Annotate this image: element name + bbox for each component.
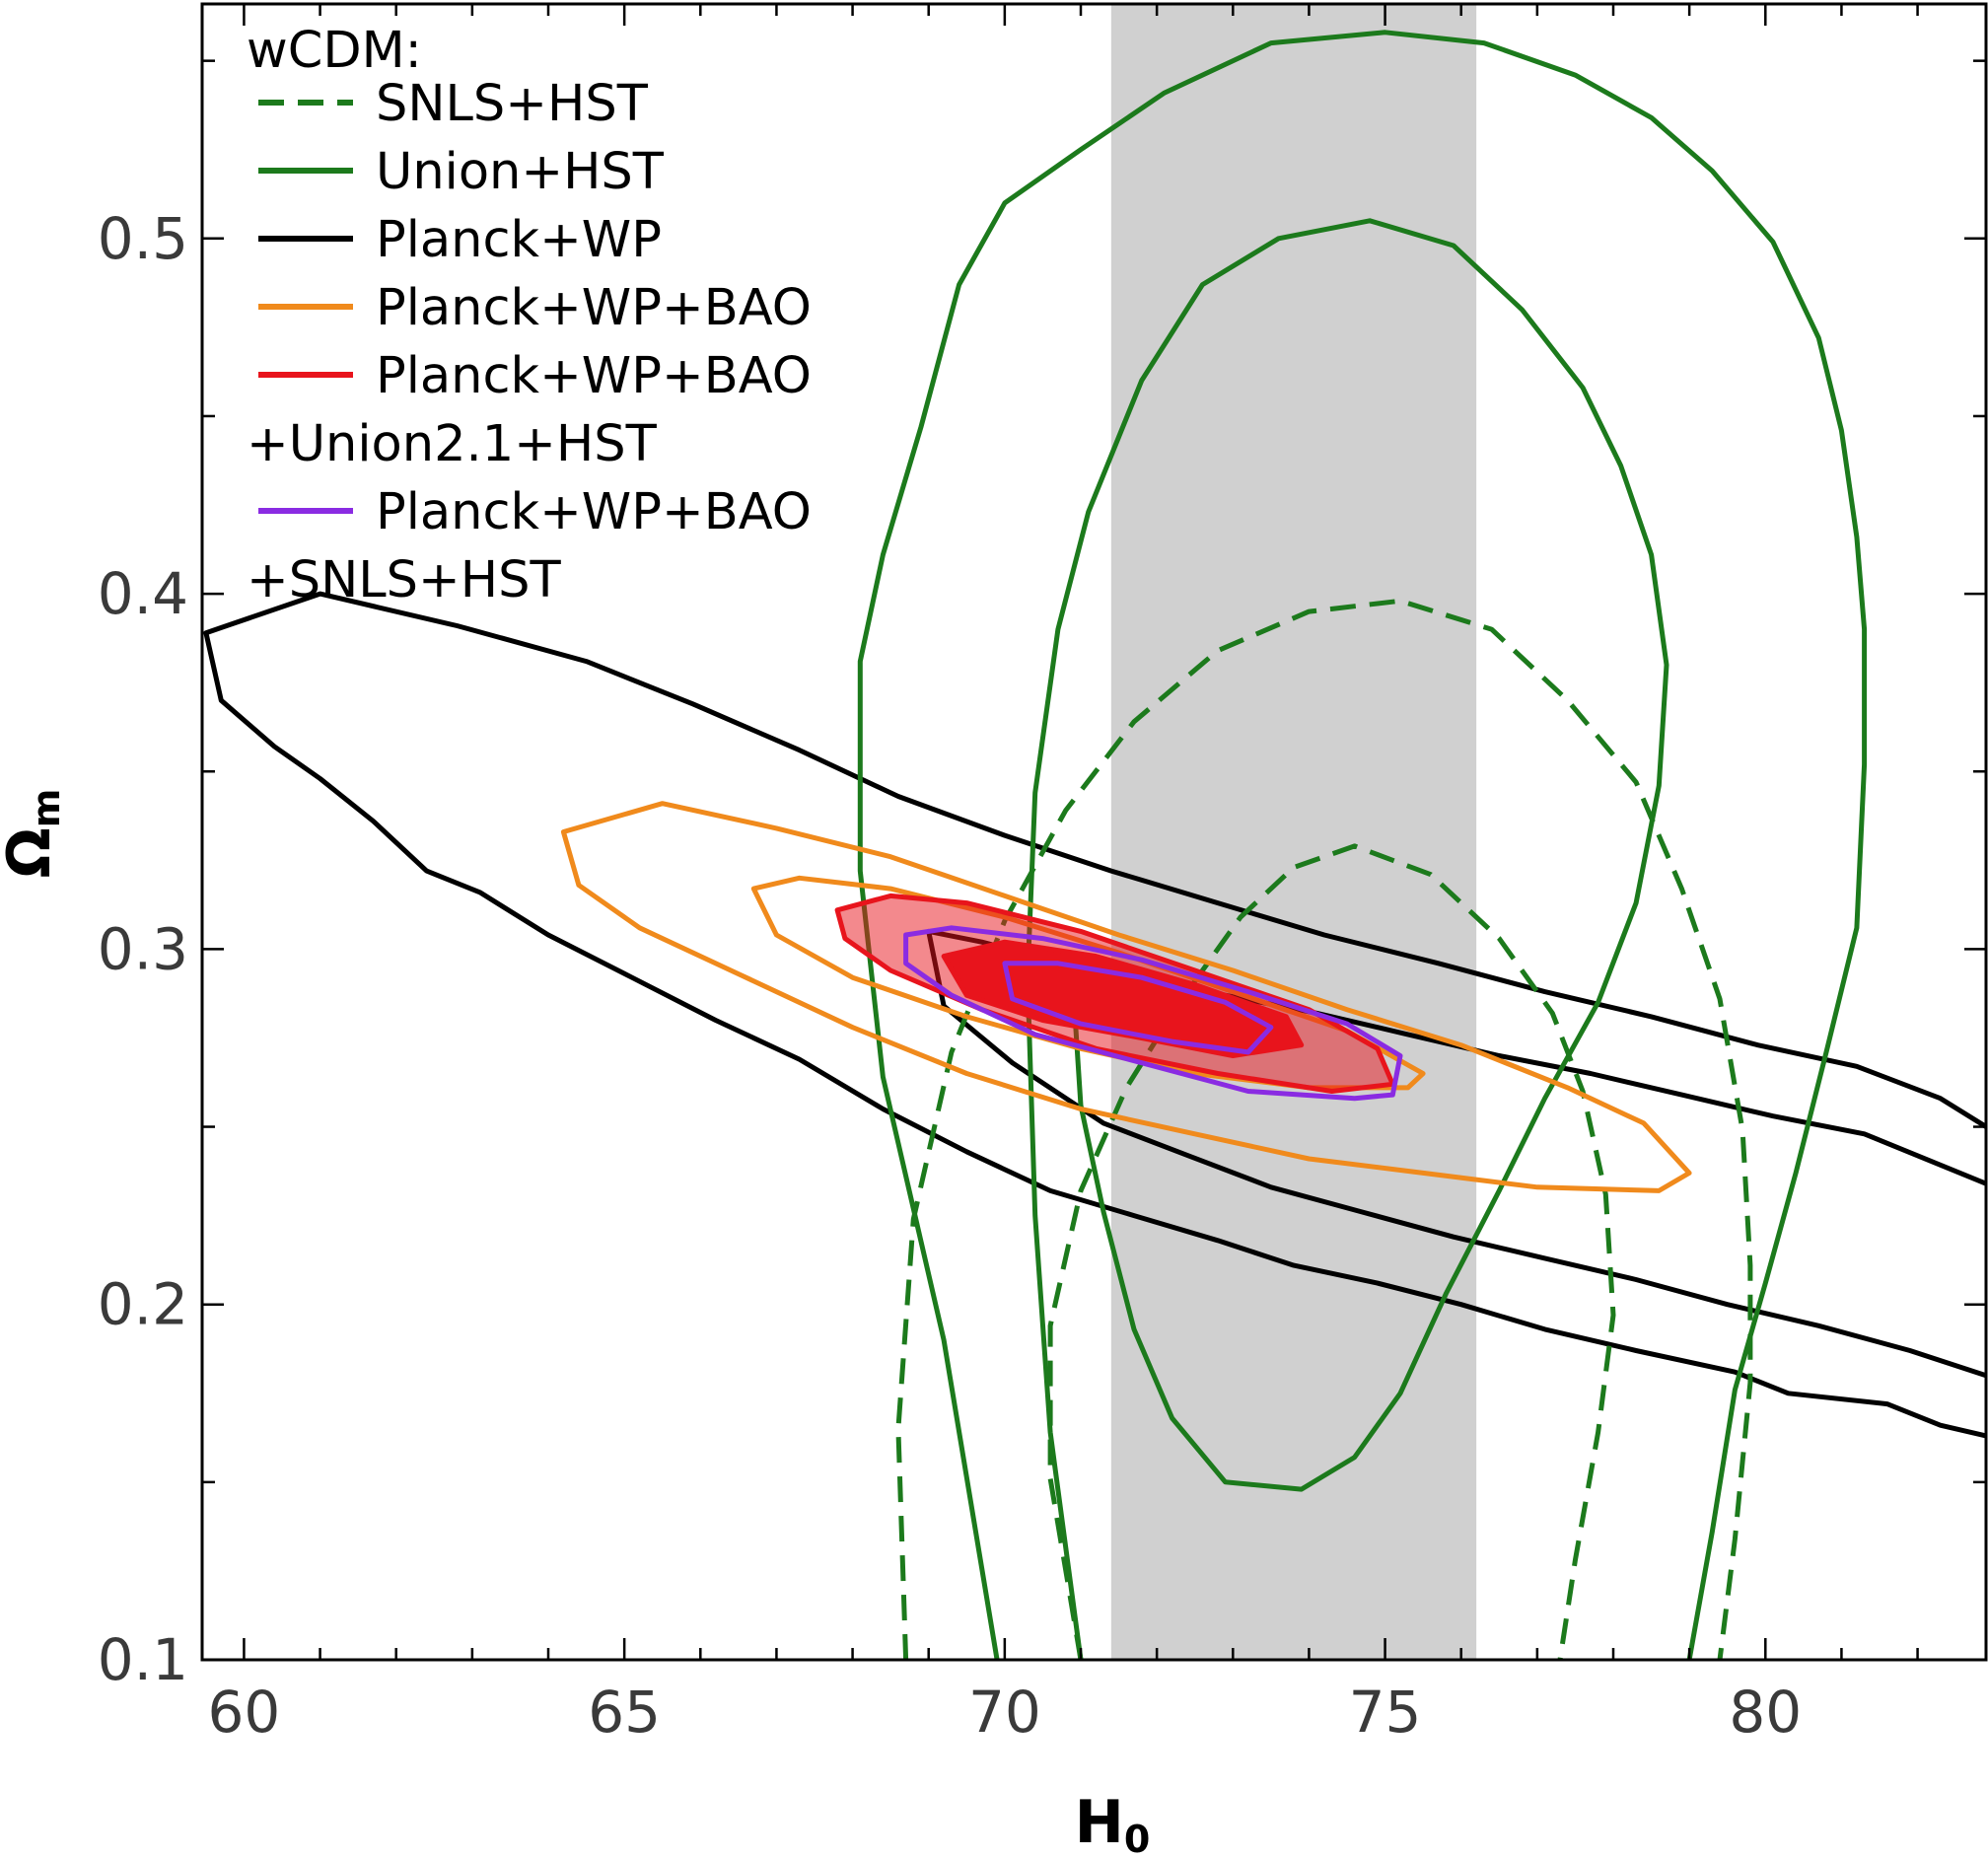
x-axis-title-subscript: 0	[1124, 1818, 1150, 1859]
series-union-hst	[857, 30, 1868, 1660]
legend-label: SNLS+HST	[376, 75, 649, 133]
x-tick-label: 60	[208, 1679, 281, 1746]
x-axis-title-main: H	[1075, 1788, 1124, 1857]
y-axis-title: Ωm	[0, 789, 68, 879]
legend-title: wCDM:	[247, 22, 422, 80]
legend-entry-planck-wp-bao-snls-hst: Planck+WP+BAO +SNLS+HST	[247, 483, 812, 609]
contour-planck-wp-bao-outer	[560, 801, 1692, 1193]
series-planck-wp-bao-snls-hst	[903, 925, 1403, 1102]
legend-entry-planck-wp-bao: Planck+WP+BAO	[258, 279, 812, 337]
contour-snls-hst-inner	[1047, 843, 1616, 1660]
legend-entry-snls-hst: SNLS+HST	[258, 75, 649, 133]
x-tick-label: 65	[588, 1679, 661, 1746]
legend-entry-planck-wp: Planck+WP	[258, 211, 662, 269]
h0-band-rect	[1110, 4, 1477, 1660]
y-tick-label: 0.1	[98, 1626, 188, 1693]
y-tick-label: 0.3	[98, 915, 188, 982]
x-axis-title: H0	[1075, 1788, 1151, 1859]
y-axis-title-main: Ω	[0, 827, 64, 878]
contour-planck-wp-bao-snls-hst-outer	[903, 925, 1403, 1102]
plot-frame	[200, 2, 1988, 1662]
legend-label-continued: +Union2.1+HST	[247, 415, 658, 473]
contour-snls-hst-outer	[895, 598, 1753, 1660]
y-tick-label: 0.2	[98, 1271, 188, 1338]
legend-label: Union+HST	[376, 143, 665, 201]
legend-label: Planck+WP+BAO	[376, 347, 812, 405]
y-axis-title-subscript: m	[25, 789, 68, 828]
x-tick-label: 70	[968, 1679, 1041, 1746]
axis-ticks: 60 65 70 75 80 0.1 0.2 0.3 0.4 0.5	[98, 4, 1986, 1746]
legend-label: Planck+WP+BAO	[376, 279, 812, 337]
legend-entry-union-hst: Union+HST	[258, 143, 665, 201]
contour-union-hst-inner	[1025, 218, 1669, 1660]
legend-label: Planck+WP+BAO	[376, 483, 812, 541]
contour-planck-wp-outer	[203, 591, 1986, 1439]
contour-union-hst-outer	[857, 30, 1868, 1660]
contour-layer	[203, 30, 1986, 1660]
y-tick-label: 0.5	[98, 205, 188, 272]
contour-planck-wp-bao-snls-hst-inner	[1002, 961, 1274, 1055]
x-tick-label: 80	[1729, 1679, 1802, 1746]
h0-prior-band	[1110, 4, 1477, 1660]
legend-label-continued: +SNLS+HST	[247, 551, 561, 609]
series-snls-hst	[895, 598, 1753, 1660]
y-tick-label: 0.4	[98, 560, 188, 627]
legend-label: Planck+WP	[376, 211, 662, 269]
contour-planck-wp-bao-union2-1-hst-inner	[941, 939, 1305, 1058]
legend: wCDM:SNLS+HST Union+HST Planck+WP Planck+WP…	[247, 22, 812, 609]
legend-entry-planck-wp-bao-union2-1-hst: Planck+WP+BAO +Union2.1+HST	[247, 347, 812, 473]
x-tick-label: 75	[1349, 1679, 1422, 1746]
